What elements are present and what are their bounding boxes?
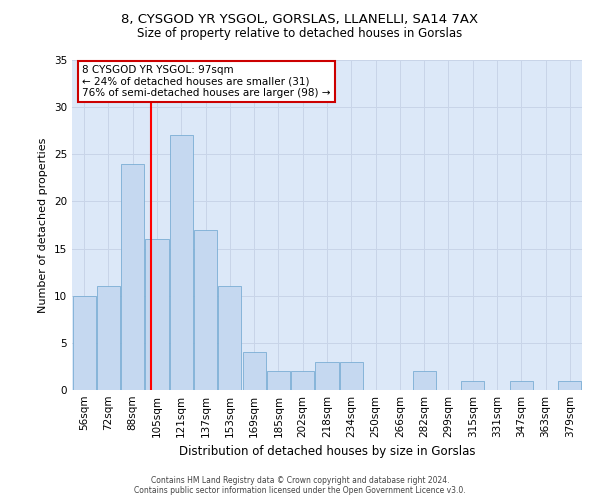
Text: Size of property relative to detached houses in Gorslas: Size of property relative to detached ho…: [137, 28, 463, 40]
Bar: [316, 362, 338, 390]
Bar: [145, 239, 169, 390]
Bar: [413, 371, 436, 390]
Text: Contains HM Land Registry data © Crown copyright and database right 2024.
Contai: Contains HM Land Registry data © Crown c…: [134, 476, 466, 495]
Bar: [97, 286, 120, 390]
X-axis label: Distribution of detached houses by size in Gorslas: Distribution of detached houses by size …: [179, 446, 475, 458]
Bar: [340, 362, 363, 390]
Bar: [121, 164, 144, 390]
Bar: [73, 296, 95, 390]
Bar: [267, 371, 290, 390]
Text: 8 CYSGOD YR YSGOL: 97sqm
← 24% of detached houses are smaller (31)
76% of semi-d: 8 CYSGOD YR YSGOL: 97sqm ← 24% of detach…: [82, 65, 331, 98]
Bar: [461, 380, 484, 390]
Y-axis label: Number of detached properties: Number of detached properties: [38, 138, 49, 312]
Bar: [559, 380, 581, 390]
Bar: [218, 286, 241, 390]
Bar: [291, 371, 314, 390]
Bar: [510, 380, 533, 390]
Bar: [242, 352, 266, 390]
Bar: [194, 230, 217, 390]
Bar: [170, 136, 193, 390]
Text: 8, CYSGOD YR YSGOL, GORSLAS, LLANELLI, SA14 7AX: 8, CYSGOD YR YSGOL, GORSLAS, LLANELLI, S…: [121, 12, 479, 26]
